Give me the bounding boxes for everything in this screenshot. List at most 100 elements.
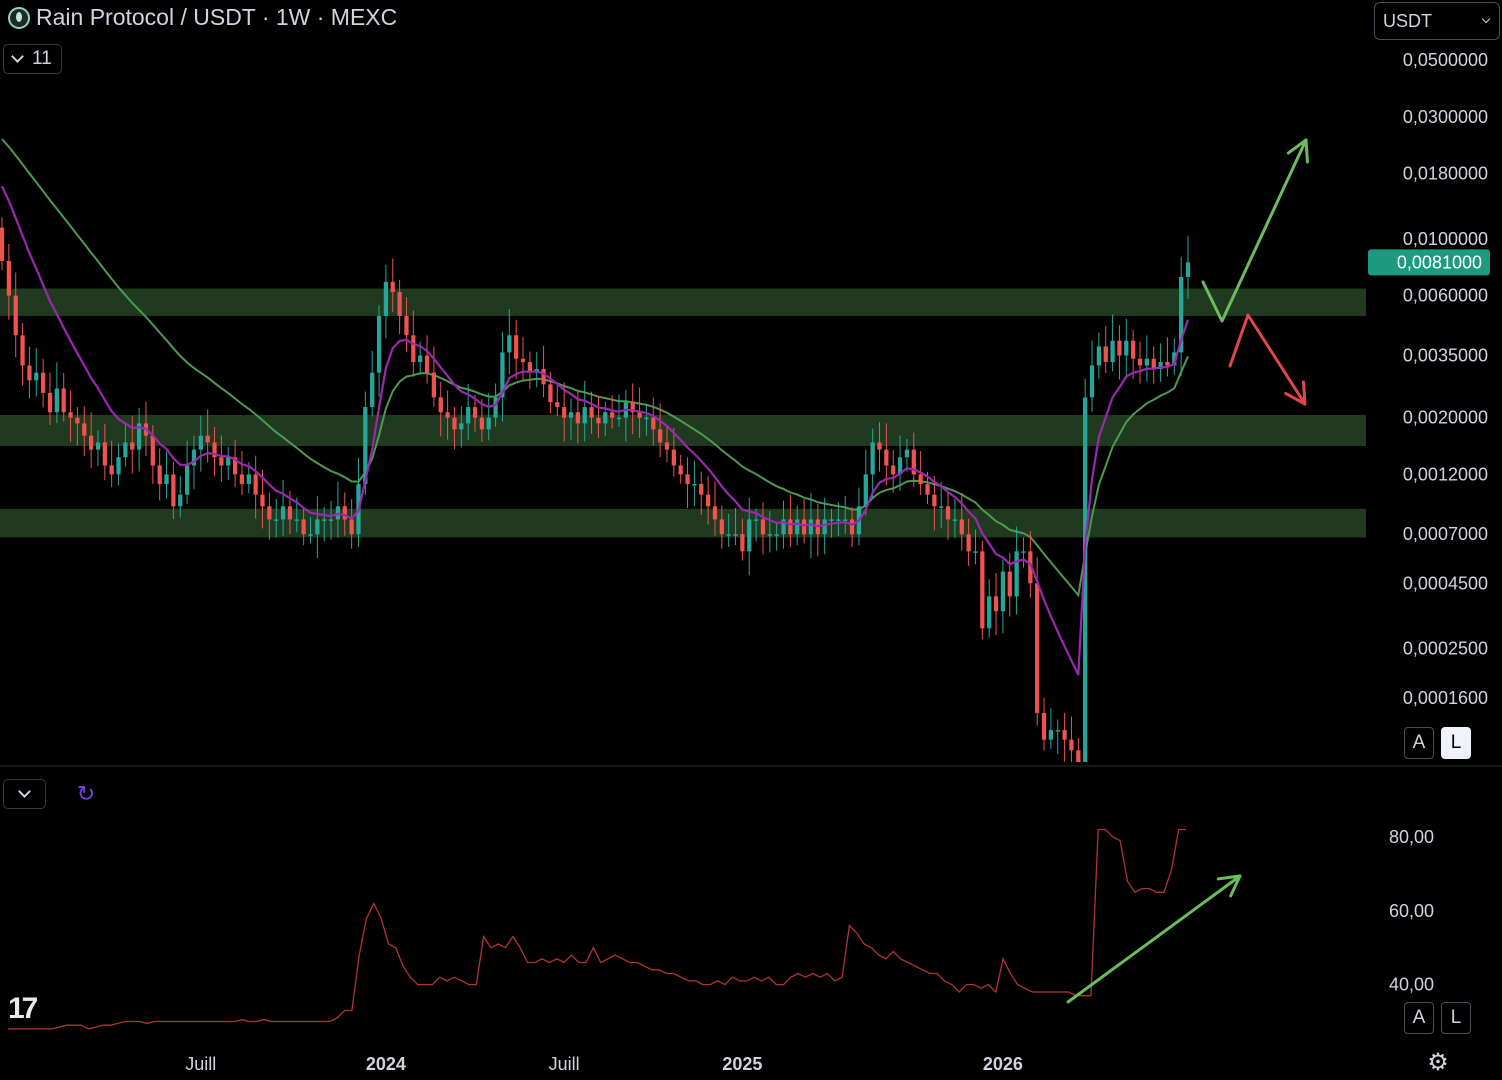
candle — [692, 460, 697, 507]
candle — [651, 397, 656, 446]
price-auto-scale-button[interactable]: A — [1404, 727, 1434, 759]
candle — [130, 416, 135, 474]
candle — [164, 451, 169, 499]
price-tick-label: 0,0007000 — [1403, 524, 1488, 544]
candle-body — [500, 352, 505, 398]
refresh-icon[interactable]: ↻ — [76, 781, 96, 806]
candle-body — [431, 372, 437, 398]
candle-body — [671, 449, 676, 466]
candle-body — [897, 457, 903, 475]
time-tick-label: 2026 — [983, 1054, 1023, 1074]
candle-body — [1028, 551, 1033, 584]
candle-body — [884, 449, 889, 466]
arrow-green-indicator — [1066, 874, 1242, 1004]
candle — [932, 475, 937, 531]
candle-body — [274, 519, 279, 521]
candle-body — [150, 435, 155, 466]
candle-body — [0, 227, 5, 261]
candle — [301, 508, 306, 546]
candle — [740, 518, 745, 561]
candle — [1110, 314, 1115, 372]
candle — [171, 462, 176, 520]
price-tick-label: 0,0020000 — [1403, 408, 1488, 428]
candle — [34, 347, 39, 397]
candle — [274, 499, 279, 538]
candle — [1124, 318, 1129, 378]
candle — [849, 507, 855, 547]
tradingview-logo: 17 — [8, 992, 38, 1025]
candle — [459, 406, 464, 448]
candle-body — [658, 429, 663, 443]
candle — [911, 432, 916, 488]
candle — [397, 279, 402, 335]
candle-body — [205, 435, 210, 443]
price-log-scale-button[interactable]: L — [1441, 727, 1471, 759]
candle-body — [260, 494, 265, 507]
candle-body — [1069, 739, 1074, 751]
candle-body — [1089, 365, 1095, 398]
price-tick-label: 0,0035000 — [1403, 346, 1488, 366]
candle-body — [1117, 340, 1122, 356]
candle — [1151, 346, 1156, 384]
settings-gear-icon[interactable]: ⚙ — [1427, 1049, 1449, 1076]
chevron-down-icon — [18, 785, 31, 798]
candle-body — [301, 519, 306, 535]
time-axis: Juill 2024 Juill 2025 2026 — [185, 1054, 1023, 1074]
candle-body — [404, 315, 409, 336]
candle-body — [514, 335, 519, 359]
candle — [658, 403, 663, 457]
candle-body — [705, 494, 711, 507]
candle-body — [966, 534, 971, 552]
candle-body — [863, 474, 868, 507]
candle-body — [1131, 340, 1136, 359]
candle-body — [308, 534, 313, 536]
indicator-pane-collapse-button[interactable] — [3, 779, 46, 809]
price-tick-label: 0,0060000 — [1403, 286, 1488, 306]
symbol-title[interactable]: Rain Protocol / USDT · 1W · MEXC — [8, 4, 397, 31]
price-tick-label: 0,0012000 — [1403, 464, 1488, 484]
arrow-red-down-head — [1284, 380, 1307, 406]
candle — [904, 439, 910, 472]
candle — [136, 407, 142, 472]
candle — [61, 373, 66, 422]
candle-body — [808, 519, 814, 535]
candle-body — [829, 519, 834, 521]
candle — [664, 426, 670, 463]
candle — [315, 496, 320, 559]
candle-body — [1014, 551, 1019, 597]
candle-body — [88, 435, 94, 450]
candle — [699, 471, 704, 515]
candle — [88, 412, 94, 468]
candle — [178, 475, 183, 518]
candle — [1172, 338, 1177, 375]
candle-body — [13, 295, 18, 336]
candle — [109, 440, 114, 488]
candle-body — [47, 392, 53, 413]
candle — [795, 505, 800, 546]
candle — [500, 332, 505, 422]
candle — [596, 395, 601, 438]
candle-body — [472, 407, 478, 418]
candle-body — [630, 402, 635, 413]
candle — [424, 335, 430, 384]
candle — [383, 264, 389, 338]
candle-body — [1124, 340, 1129, 356]
candle-body — [1185, 262, 1191, 277]
price-axis: 0,0500000 0,0300000 0,0180000 0,0100000 0,00… — [1368, 50, 1490, 708]
candle — [466, 383, 471, 440]
candle-body — [699, 484, 704, 495]
candle — [68, 390, 73, 442]
indicators-toggle-button[interactable]: 11 — [3, 44, 62, 74]
price-tick-label: 0,0001600 — [1403, 688, 1488, 708]
indicator-auto-scale-button[interactable]: A — [1404, 1002, 1434, 1034]
candle-body — [582, 407, 587, 424]
candle-body — [363, 407, 368, 485]
currency-select[interactable]: USDT — [1374, 2, 1500, 40]
candle-body — [877, 442, 882, 450]
arrow-green-up — [1201, 138, 1309, 323]
candle-body — [130, 442, 135, 450]
indicator-log-scale-button[interactable]: L — [1441, 1002, 1471, 1034]
candle-body — [411, 335, 416, 363]
ema-slow-line — [1, 138, 1189, 598]
